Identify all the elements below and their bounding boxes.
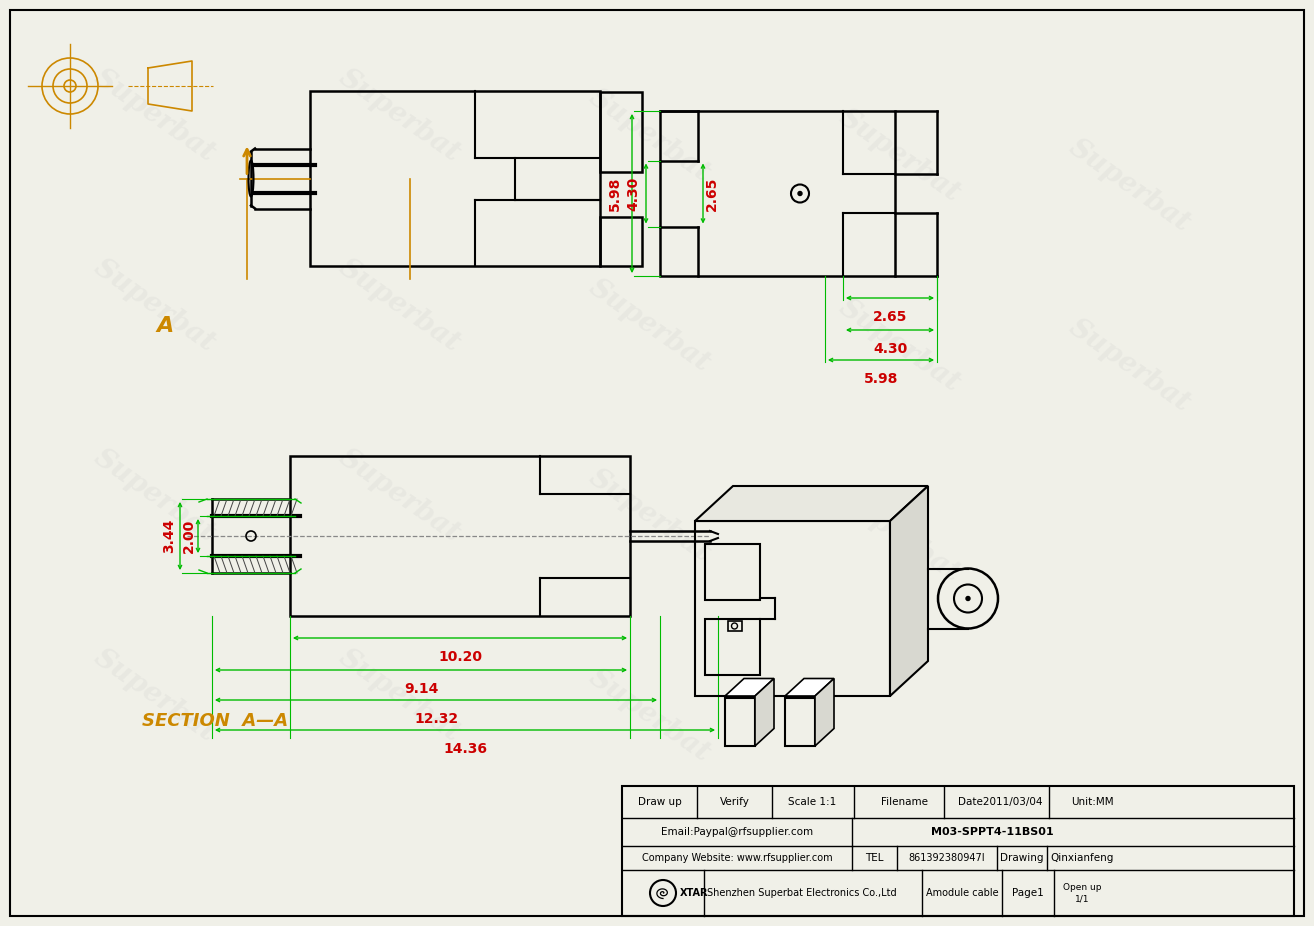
Bar <box>784 698 815 746</box>
Text: Superbat: Superbat <box>89 644 221 748</box>
Text: Qinxianfeng: Qinxianfeng <box>1050 853 1114 863</box>
Text: Superbat: Superbat <box>585 274 716 378</box>
Bar <box>600 217 643 266</box>
Text: 5.98: 5.98 <box>608 176 622 211</box>
Text: A: A <box>156 316 173 336</box>
Circle shape <box>966 596 970 600</box>
Text: 861392380947I: 861392380947I <box>909 853 986 863</box>
Text: 4.30: 4.30 <box>872 342 907 356</box>
Text: Superbat: Superbat <box>334 444 466 548</box>
Text: Shenzhen Superbat Electronics Co.,Ltd: Shenzhen Superbat Electronics Co.,Ltd <box>707 888 897 898</box>
Circle shape <box>798 192 802 195</box>
Text: Filename: Filename <box>880 797 928 807</box>
Text: 3.44: 3.44 <box>162 519 176 553</box>
Text: Superbat: Superbat <box>1064 314 1196 418</box>
Bar <box>695 521 890 696</box>
Bar <box>290 456 629 616</box>
Text: 2.65: 2.65 <box>706 176 719 211</box>
Text: Verify: Verify <box>720 797 750 807</box>
Text: Date2011/03/04: Date2011/03/04 <box>958 797 1042 807</box>
Text: Superbat: Superbat <box>334 64 466 168</box>
Text: Superbat: Superbat <box>89 255 221 357</box>
Bar <box>660 111 895 276</box>
Text: Page1: Page1 <box>1012 888 1043 898</box>
Text: Drawing: Drawing <box>1000 853 1043 863</box>
Text: Email:Paypal@rfsupplier.com: Email:Paypal@rfsupplier.com <box>661 827 813 837</box>
Text: SECTION  A—A: SECTION A—A <box>142 712 288 730</box>
Text: Superbat: Superbat <box>89 64 221 168</box>
Bar <box>725 698 756 746</box>
Text: 2.00: 2.00 <box>183 519 196 553</box>
Text: Superbat: Superbat <box>834 484 966 588</box>
Bar <box>622 786 1294 916</box>
Text: Company Website: www.rfsupplier.com: Company Website: www.rfsupplier.com <box>641 853 832 863</box>
Bar <box>728 621 741 631</box>
Text: Superbat: Superbat <box>334 644 466 748</box>
Text: Superbat: Superbat <box>585 664 716 768</box>
Text: Superbat: Superbat <box>1064 134 1196 238</box>
Bar <box>600 92 643 172</box>
Bar <box>310 91 600 266</box>
Text: Scale 1:1: Scale 1:1 <box>788 797 836 807</box>
Text: M03-SPPT4-11BS01: M03-SPPT4-11BS01 <box>930 827 1054 837</box>
Text: Open up
1/1: Open up 1/1 <box>1063 883 1101 903</box>
Text: 5.98: 5.98 <box>863 372 899 386</box>
Text: Superbat: Superbat <box>585 464 716 568</box>
Text: Draw up: Draw up <box>639 797 682 807</box>
Polygon shape <box>815 679 834 746</box>
Text: 4.30: 4.30 <box>625 176 640 210</box>
Text: 10.20: 10.20 <box>438 650 482 664</box>
Polygon shape <box>784 679 834 696</box>
Text: Unit:MM: Unit:MM <box>1071 797 1113 807</box>
Polygon shape <box>890 486 928 696</box>
Text: Superbat: Superbat <box>834 294 966 398</box>
Text: Superbat: Superbat <box>89 444 221 548</box>
Text: Superbat: Superbat <box>585 84 716 188</box>
Text: XTAR: XTAR <box>681 888 708 898</box>
Text: 12.32: 12.32 <box>414 712 459 726</box>
Polygon shape <box>695 486 928 521</box>
Text: Amodule cable: Amodule cable <box>925 888 999 898</box>
Text: Superbat: Superbat <box>334 255 466 357</box>
Text: 14.36: 14.36 <box>443 742 487 756</box>
Text: 2.65: 2.65 <box>872 310 907 324</box>
Text: TEL: TEL <box>865 853 883 863</box>
Text: Superbat: Superbat <box>834 105 966 207</box>
Bar <box>706 544 759 600</box>
Bar <box>706 619 759 675</box>
Polygon shape <box>725 679 774 696</box>
Text: 9.14: 9.14 <box>403 682 438 696</box>
Polygon shape <box>756 679 774 746</box>
